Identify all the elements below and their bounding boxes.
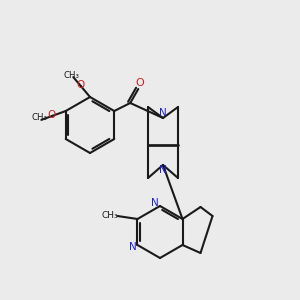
Text: O: O <box>76 80 84 90</box>
Text: N: N <box>151 198 159 208</box>
Text: N: N <box>129 242 136 252</box>
Text: CH₃: CH₃ <box>101 211 118 220</box>
Text: CH₃: CH₃ <box>63 70 79 80</box>
Text: CH₃: CH₃ <box>31 113 47 122</box>
Text: O: O <box>47 110 56 120</box>
Text: N: N <box>159 165 167 175</box>
Text: N: N <box>159 108 167 118</box>
Text: O: O <box>136 78 145 88</box>
